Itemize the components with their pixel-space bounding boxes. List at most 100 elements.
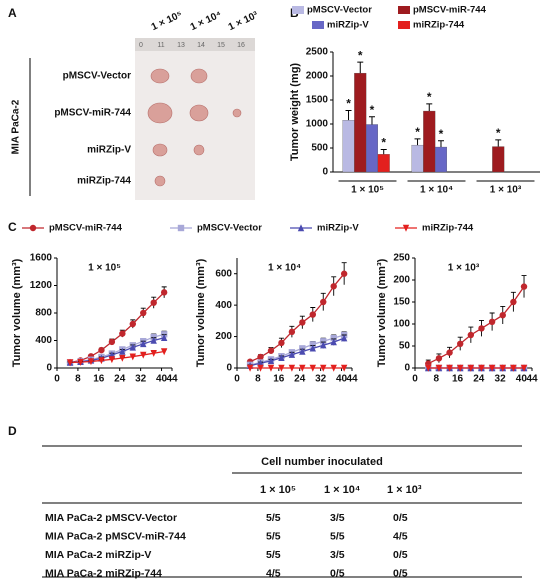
y-tick-label: 500: [311, 143, 328, 154]
point: [129, 320, 136, 328]
x-tick-label: 0: [54, 374, 60, 385]
table-header: Cell number inoculated: [261, 456, 383, 468]
point: [446, 349, 453, 356]
point: [330, 338, 337, 346]
x-tick-label: 0: [412, 374, 418, 385]
x-tick-label: 32: [315, 374, 327, 385]
x-tick-label: 8: [433, 374, 439, 385]
table-cell: 0/5: [393, 512, 408, 524]
significance: *: [496, 126, 501, 140]
point: [425, 364, 432, 372]
point: [119, 354, 126, 362]
y-tick-label: 0: [322, 167, 328, 178]
y-tick-label: 1000: [306, 119, 329, 130]
x-tick-label: 32: [495, 374, 507, 385]
x-tick-label: 40: [156, 374, 168, 385]
legend-label: pMSCV-miR-744: [49, 223, 123, 234]
bar: [492, 146, 505, 173]
legend-swatch: [398, 6, 410, 14]
table-cell: 3/5: [330, 549, 345, 561]
point: [320, 341, 327, 349]
bar: [377, 154, 390, 173]
point: [160, 348, 168, 356]
column-header: 1 × 10⁵: [260, 484, 296, 496]
chart-title: 1 × 10³: [448, 263, 480, 274]
table-cell: 5/5: [266, 530, 281, 542]
x-tick-label: 16: [273, 374, 285, 385]
point: [278, 339, 285, 347]
table-cell: 3/5: [330, 512, 345, 524]
significance: *: [358, 48, 363, 62]
point: [309, 364, 316, 372]
table-cell: 0/5: [330, 567, 345, 579]
x-tick-label: 16: [452, 374, 464, 385]
point: [340, 270, 348, 277]
ruler-label: 13: [177, 42, 185, 49]
point: [499, 364, 506, 372]
point: [288, 364, 296, 372]
y-tick-label: 800: [35, 308, 52, 319]
point: [257, 359, 264, 367]
y-tick-label: 0: [46, 363, 52, 374]
legend-marker: [29, 224, 37, 232]
significance: *: [381, 136, 386, 150]
ruler-label: 11: [157, 42, 164, 49]
x-tick-label: 1 × 10⁵: [351, 185, 384, 196]
x-tick-label: 24: [114, 374, 126, 385]
x-tick-label: 44: [346, 374, 358, 385]
series-line: [249, 273, 345, 363]
point: [257, 364, 264, 372]
y-tick-label: 400: [35, 335, 52, 346]
error-bar: [380, 148, 387, 155]
point: [340, 364, 348, 372]
point: [288, 350, 296, 358]
table-cell: 4/5: [393, 530, 408, 542]
tumor: [150, 68, 170, 84]
x-tick-label: 1 × 10³: [490, 185, 522, 196]
series-line: [70, 337, 165, 364]
tumor: [190, 68, 208, 84]
point: [278, 354, 285, 361]
x-tick-label: 8: [255, 374, 261, 385]
x-tick-label: 44: [526, 374, 538, 385]
significance: *: [415, 125, 420, 139]
point: [267, 357, 275, 365]
point: [309, 344, 316, 352]
point: [320, 298, 327, 306]
point: [320, 338, 327, 345]
x-tick-label: 16: [93, 374, 105, 385]
table-cell: MIA PaCa-2 miRZip-V: [45, 549, 151, 561]
point: [467, 364, 475, 372]
y-tick-label: 400: [215, 300, 232, 311]
column-header: 1 × 10⁴: [324, 484, 360, 496]
table-cell: MIA PaCa-2 pMSCV-Vector: [45, 512, 177, 524]
point: [87, 358, 95, 366]
tumor: [147, 102, 173, 124]
point: [140, 309, 147, 317]
bar: [423, 110, 436, 173]
y-tick-label: 150: [393, 297, 410, 308]
point: [160, 334, 168, 341]
point: [160, 289, 168, 296]
point: [467, 331, 475, 339]
point: [299, 364, 306, 372]
error-bar: [414, 138, 421, 146]
significance: *: [439, 127, 444, 141]
table-cell: 5/5: [266, 512, 281, 524]
legend-label: miRZip-744: [413, 20, 465, 31]
point: [309, 341, 316, 348]
chart-title: 1 × 10⁵: [88, 263, 121, 274]
row-label: miRZip-V: [87, 145, 131, 156]
series-line: [70, 350, 165, 364]
error-bar: [357, 61, 364, 74]
point: [257, 353, 264, 361]
tumor: [232, 108, 242, 118]
significance: *: [346, 97, 351, 111]
legend-label: miRZip-V: [327, 20, 369, 31]
x-tick-label: 0: [234, 374, 240, 385]
point: [457, 364, 464, 372]
point: [457, 340, 464, 347]
point: [499, 312, 506, 319]
y-tick-label: 0: [404, 363, 410, 374]
